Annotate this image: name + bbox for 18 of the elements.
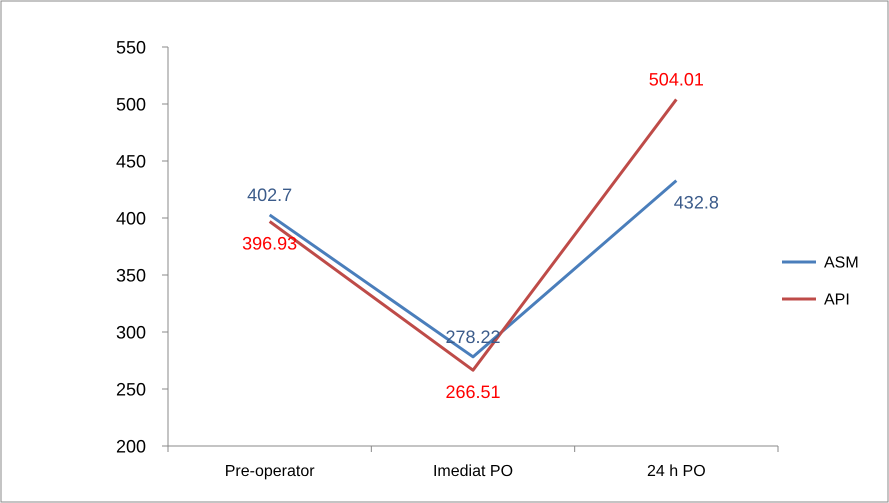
y-tick-label: 200	[116, 436, 146, 456]
data-label: 266.51	[445, 382, 501, 402]
data-label: 402.7	[247, 184, 292, 205]
x-tick-label: 24 h PO	[646, 463, 706, 480]
legend-label: API	[824, 292, 850, 309]
y-tick-label: 500	[116, 94, 146, 114]
data-label: 432.8	[674, 192, 719, 213]
y-tick-label: 300	[116, 322, 146, 342]
y-tick-label: 400	[116, 208, 146, 228]
data-label: 396.93	[242, 234, 298, 254]
x-tick-label: Pre-operator	[224, 463, 316, 480]
x-tick-label: Imediat PO	[432, 463, 514, 480]
y-tick-label: 350	[116, 265, 146, 286]
legend-label: ASM	[824, 254, 859, 272]
y-tick-label: 550	[116, 37, 146, 58]
data-label: 504.01	[648, 69, 704, 90]
y-tick-label: 450	[116, 151, 146, 172]
y-tick-label: 250	[116, 379, 146, 400]
